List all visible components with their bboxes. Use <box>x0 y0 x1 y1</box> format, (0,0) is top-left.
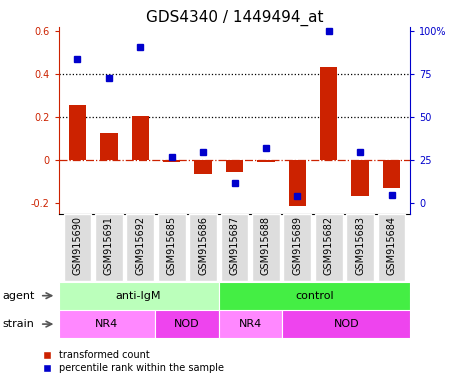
Bar <box>219 282 410 310</box>
Bar <box>226 160 243 172</box>
FancyBboxPatch shape <box>221 214 248 281</box>
Text: strain: strain <box>2 319 34 329</box>
Bar <box>59 310 155 338</box>
Bar <box>257 160 274 162</box>
Text: GSM915692: GSM915692 <box>135 216 145 275</box>
Bar <box>320 67 337 160</box>
FancyBboxPatch shape <box>189 214 217 281</box>
Bar <box>100 133 118 160</box>
Text: GSM915689: GSM915689 <box>292 216 303 275</box>
Text: NR4: NR4 <box>239 319 262 329</box>
FancyBboxPatch shape <box>315 214 342 281</box>
FancyBboxPatch shape <box>158 214 186 281</box>
Bar <box>155 310 219 338</box>
Text: GSM915685: GSM915685 <box>166 216 177 275</box>
FancyBboxPatch shape <box>252 214 280 281</box>
FancyBboxPatch shape <box>127 214 154 281</box>
Text: NOD: NOD <box>174 319 199 329</box>
Text: NOD: NOD <box>333 319 359 329</box>
Text: GSM915688: GSM915688 <box>261 216 271 275</box>
Text: NR4: NR4 <box>95 319 118 329</box>
Bar <box>59 282 219 310</box>
Bar <box>132 116 149 160</box>
Text: control: control <box>295 291 334 301</box>
Bar <box>383 160 400 188</box>
Bar <box>282 310 410 338</box>
Bar <box>163 160 180 162</box>
FancyBboxPatch shape <box>95 214 123 281</box>
Legend: transformed count, percentile rank within the sample: transformed count, percentile rank withi… <box>33 346 228 377</box>
Text: GSM915683: GSM915683 <box>355 216 365 275</box>
Text: GSM915687: GSM915687 <box>229 216 240 275</box>
Text: GSM915690: GSM915690 <box>73 216 83 275</box>
Text: GSM915682: GSM915682 <box>324 216 334 275</box>
Title: GDS4340 / 1449494_at: GDS4340 / 1449494_at <box>146 9 323 25</box>
Bar <box>219 310 282 338</box>
FancyBboxPatch shape <box>64 214 91 281</box>
FancyBboxPatch shape <box>346 214 374 281</box>
Bar <box>69 105 86 160</box>
Text: agent: agent <box>2 291 35 301</box>
Text: GSM915684: GSM915684 <box>386 216 396 275</box>
Text: GSM915691: GSM915691 <box>104 216 114 275</box>
Text: GSM915686: GSM915686 <box>198 216 208 275</box>
FancyBboxPatch shape <box>283 214 311 281</box>
FancyBboxPatch shape <box>378 214 405 281</box>
Bar <box>351 160 369 195</box>
Bar <box>289 160 306 206</box>
Bar <box>195 160 212 174</box>
Text: anti-IgM: anti-IgM <box>116 291 161 301</box>
